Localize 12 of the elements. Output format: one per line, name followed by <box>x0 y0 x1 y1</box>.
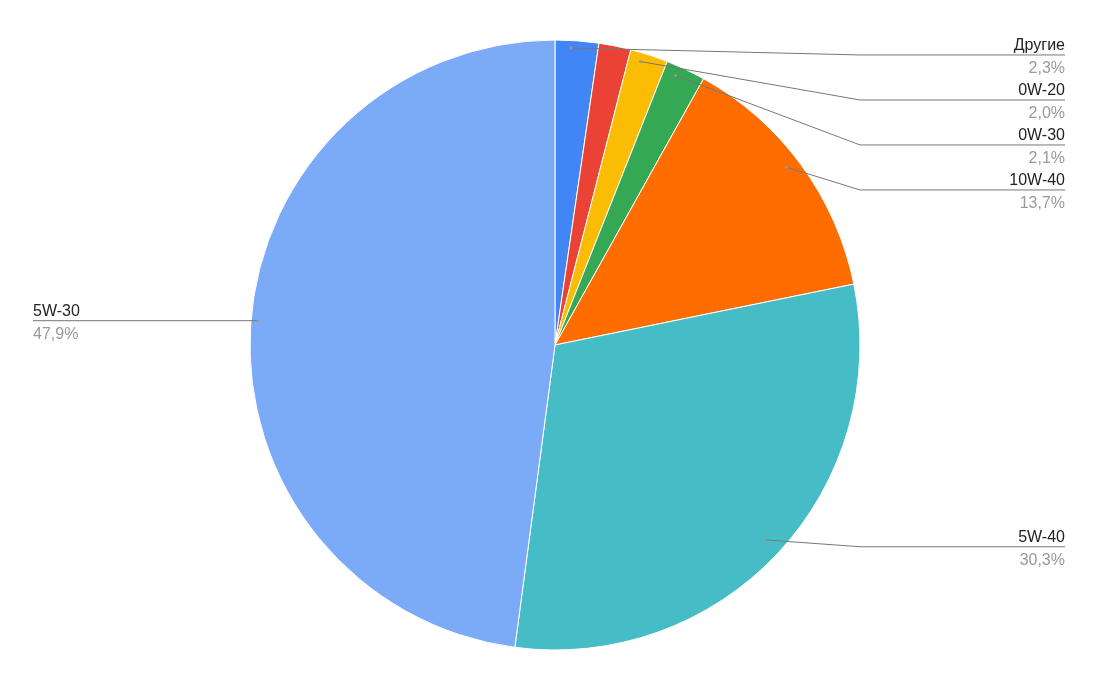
slice-label: 0W-20 <box>1018 80 1066 98</box>
data-label: 30,3% <box>1019 550 1065 568</box>
slice-label: Другие <box>1013 35 1066 53</box>
slice-label: 5W-40 <box>1018 527 1066 545</box>
data-label: 13,7% <box>1019 193 1065 211</box>
data-label: 2,3% <box>1028 58 1065 76</box>
slice-label: 10W-40 <box>1009 170 1066 188</box>
data-label: 47,9% <box>33 324 79 342</box>
slice-label: 5W-30 <box>33 301 80 319</box>
slice-label: 0W-30 <box>1018 125 1066 143</box>
data-label: 2,0% <box>1028 103 1065 121</box>
data-label: 2,1% <box>1028 148 1065 166</box>
